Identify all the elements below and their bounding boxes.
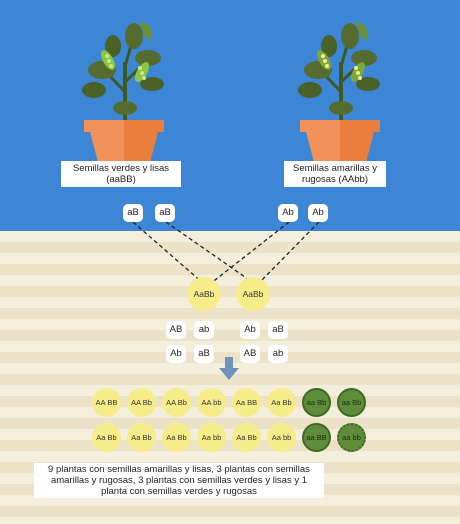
pea-plant-icon — [82, 22, 164, 120]
f1-gamete-left-4: aB — [194, 345, 214, 363]
sky-background — [0, 0, 460, 231]
f1-gamete-right-3: AB — [240, 345, 260, 363]
f2-seed: AA bb — [197, 388, 226, 417]
f2-seed: Aa Bb — [267, 388, 296, 417]
f2-seed: AA Bb — [127, 388, 156, 417]
down-arrow-icon — [219, 357, 239, 380]
gamete-left-1: aB — [123, 204, 143, 222]
gamete-left-2: aB — [155, 204, 175, 222]
f2-seed: Aa Bb — [232, 423, 261, 452]
f1-gamete-left-1: AB — [166, 321, 186, 339]
f2-seed: AA BB — [92, 388, 121, 417]
f1-gamete-right-2: aB — [268, 321, 288, 339]
flower-pot-icon — [300, 120, 380, 162]
f1-gamete-right-1: Ab — [240, 321, 260, 339]
f2-seed: Aa BB — [232, 388, 261, 417]
f2-seed: Aa Bb — [127, 423, 156, 452]
f2-seed-green: aa Bb — [337, 388, 366, 417]
pea-plant-icon — [298, 22, 380, 120]
f2-seed-green: aa Bb — [302, 388, 331, 417]
parent-label-left: Semillas verdes y lisas (aaBB) — [61, 161, 181, 187]
f1-genotype-left: AaBb — [187, 277, 221, 311]
parent-label-right: Semillas amarillas y rugosas (AAbb) — [284, 161, 386, 187]
f2-seed-green-wrinkled: aa bb — [337, 423, 366, 452]
f1-gamete-left-3: Ab — [166, 345, 186, 363]
result-summary: 9 plantas con semillas amarillas y lisas… — [34, 463, 324, 498]
f1-gamete-right-4: ab — [268, 345, 288, 363]
f1-gamete-left-2: ab — [194, 321, 214, 339]
gamete-right-1: Ab — [278, 204, 298, 222]
pea-plant-leaves-icon — [298, 22, 380, 120]
f2-seed: Aa bb — [197, 423, 226, 452]
flower-pot-icon — [84, 120, 164, 162]
f2-seed: Aa Bb — [162, 423, 191, 452]
f2-seed: AA Bb — [162, 388, 191, 417]
f2-seed-green: aa BB — [302, 423, 331, 452]
f2-seed: Aa Bb — [92, 423, 121, 452]
pea-plant-leaves-icon — [82, 22, 164, 120]
gamete-right-2: Ab — [308, 204, 328, 222]
f2-seed: Aa bb — [267, 423, 296, 452]
f1-genotype-right: AaBb — [236, 277, 270, 311]
